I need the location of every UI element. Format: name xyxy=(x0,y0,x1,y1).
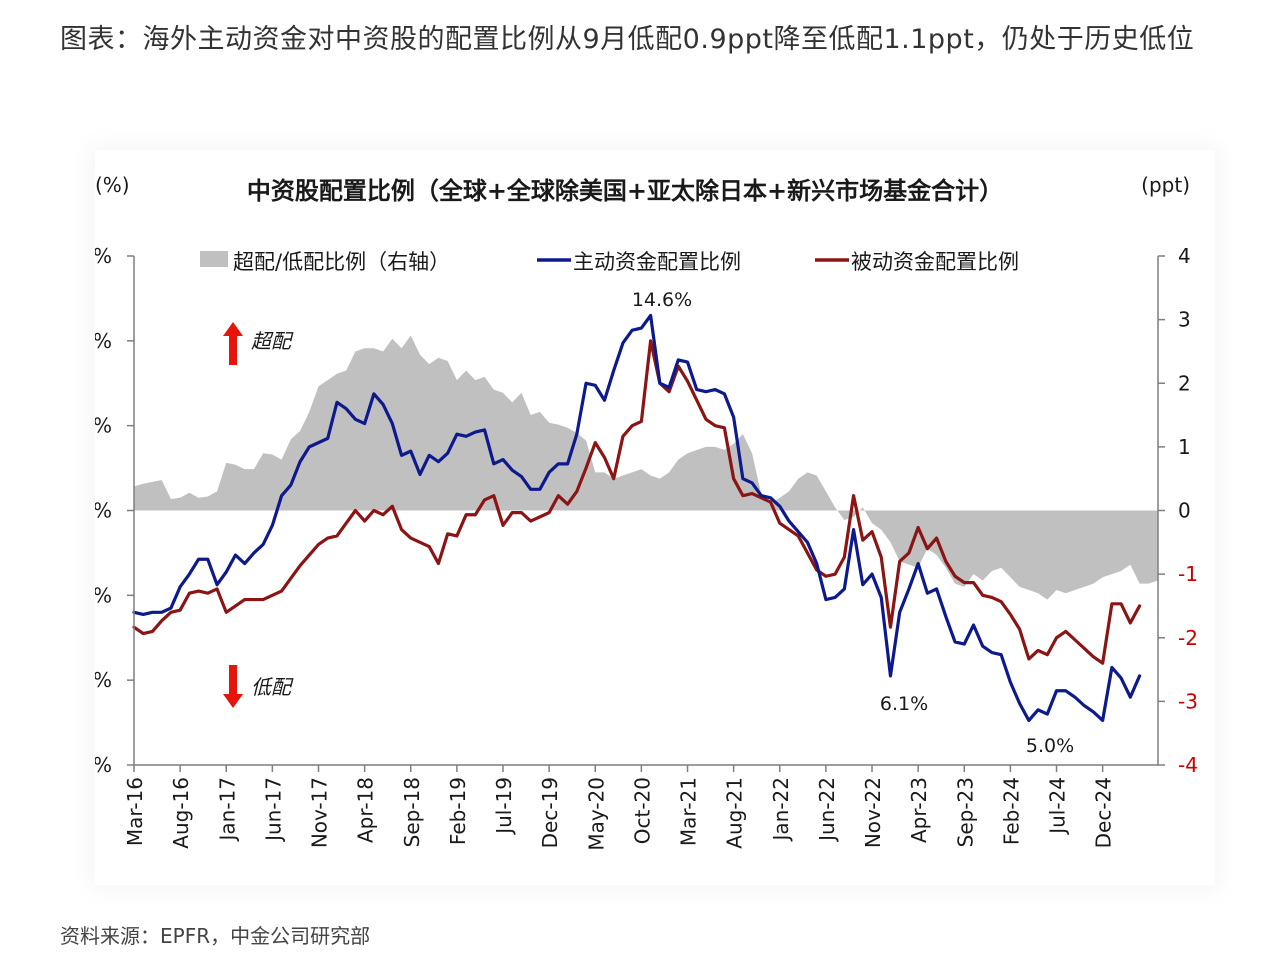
x-axis-tick-label: Apr-18 xyxy=(354,777,378,843)
x-axis-tick-label: Nov-17 xyxy=(308,777,332,848)
chart-title: 中资股配置比例（全球+全球除美国+亚太除日本+新兴市场基金合计） xyxy=(247,177,1003,205)
x-axis-tick-label: Feb-24 xyxy=(999,777,1023,845)
left-axis-tick-label: 14% xyxy=(95,329,112,353)
chart-card: 中资股配置比例（全球+全球除美国+亚太除日本+新兴市场基金合计） (%) (pp… xyxy=(95,150,1215,885)
x-axis-tick-label: Nov-22 xyxy=(861,777,885,848)
overweight-area-series xyxy=(134,335,1158,600)
legend-label-area: 超配/低配比例（右轴） xyxy=(233,250,450,274)
x-axis-tick-label: Jul-24 xyxy=(1046,777,1070,836)
right-axis-tick-label: 4 xyxy=(1178,244,1191,268)
left-axis-tick-label: 12% xyxy=(95,414,112,438)
x-axis-tick-label: Apr-23 xyxy=(907,777,931,843)
x-axis-tick-label: Jun-22 xyxy=(815,777,839,843)
source-note: 资料来源：EPFR，中金公司研究部 xyxy=(60,924,371,948)
axis-layer: 4% 6% 8% 10% 12% 14% 16% -4 -3 -2 -1 0 1 2 3 4 Mar-16 Aug… xyxy=(95,244,1198,851)
overweight-annotation: 超配 xyxy=(223,322,294,365)
right-axis-tick-label: 2 xyxy=(1178,371,1191,395)
x-axis-tick-label: Jun-17 xyxy=(261,777,285,843)
x-axis-tick-label: Jan-17 xyxy=(215,777,239,843)
right-axis-tick-label: 3 xyxy=(1178,308,1191,332)
right-axis-unit: (ppt) xyxy=(1141,173,1190,197)
left-axis-unit: (%) xyxy=(95,173,130,197)
x-axis-tick-label: Jan-22 xyxy=(769,777,793,843)
down-arrow-icon xyxy=(223,665,243,708)
right-axis-tick-label: 1 xyxy=(1178,435,1191,459)
legend-swatch-area xyxy=(200,251,228,267)
low-2024-label: 5.0% xyxy=(1026,735,1074,757)
right-axis-tick-label: -3 xyxy=(1178,689,1198,713)
plot-layer xyxy=(132,313,1158,723)
x-axis-tick-label: Oct-20 xyxy=(630,777,654,844)
left-axis-tick-label: 8% xyxy=(95,583,112,607)
x-axis-tick-label: Aug-16 xyxy=(169,777,193,849)
up-arrow-icon xyxy=(223,322,243,365)
legend: 超配/低配比例（右轴） 主动资金配置比例 被动资金配置比例 xyxy=(200,250,1019,274)
right-axis-tick-label: -4 xyxy=(1178,753,1198,777)
left-axis-tick-label: 6% xyxy=(95,668,112,692)
underweight-annotation: 低配 xyxy=(223,665,294,708)
passive-series-line xyxy=(132,339,1142,665)
right-axis-tick-label: -1 xyxy=(1178,562,1198,586)
right-axis-tick-label: 0 xyxy=(1178,499,1191,523)
active-series-line xyxy=(132,313,1142,723)
legend-label-passive: 被动资金配置比例 xyxy=(851,250,1019,274)
left-axis-tick-label: 16% xyxy=(95,244,112,268)
x-axis-tick-label: Dec-24 xyxy=(1092,777,1116,848)
right-axis-tick-label: -2 xyxy=(1178,626,1198,650)
x-axis-tick-label: Sep-23 xyxy=(953,777,977,847)
overweight-label: 超配 xyxy=(251,329,294,353)
left-axis-tick-label: 10% xyxy=(95,499,112,523)
underweight-label: 低配 xyxy=(251,675,294,699)
x-axis-tick-label: Aug-21 xyxy=(723,777,747,849)
x-axis-tick-label: Dec-19 xyxy=(538,777,562,848)
low-2022-label: 6.1% xyxy=(880,693,928,715)
left-axis-tick-label: 4% xyxy=(95,753,112,777)
page-heading: 图表：海外主动资金对中资股的配置比例从9月低配0.9ppt降至低配1.1ppt，… xyxy=(60,24,1195,55)
x-axis-tick-label: Mar-16 xyxy=(123,777,147,846)
legend-label-active: 主动资金配置比例 xyxy=(573,250,741,274)
x-axis-tick-label: Sep-18 xyxy=(400,777,424,847)
x-axis-tick-label: Mar-21 xyxy=(677,777,701,846)
x-axis-tick-label: Jul-19 xyxy=(492,777,516,836)
x-axis-tick-label: May-20 xyxy=(584,777,608,851)
x-axis-tick-label: Feb-19 xyxy=(446,777,470,845)
chart-svg: 中资股配置比例（全球+全球除美国+亚太除日本+新兴市场基金合计） (%) (pp… xyxy=(95,173,1198,851)
peak-label: 14.6% xyxy=(632,289,692,311)
